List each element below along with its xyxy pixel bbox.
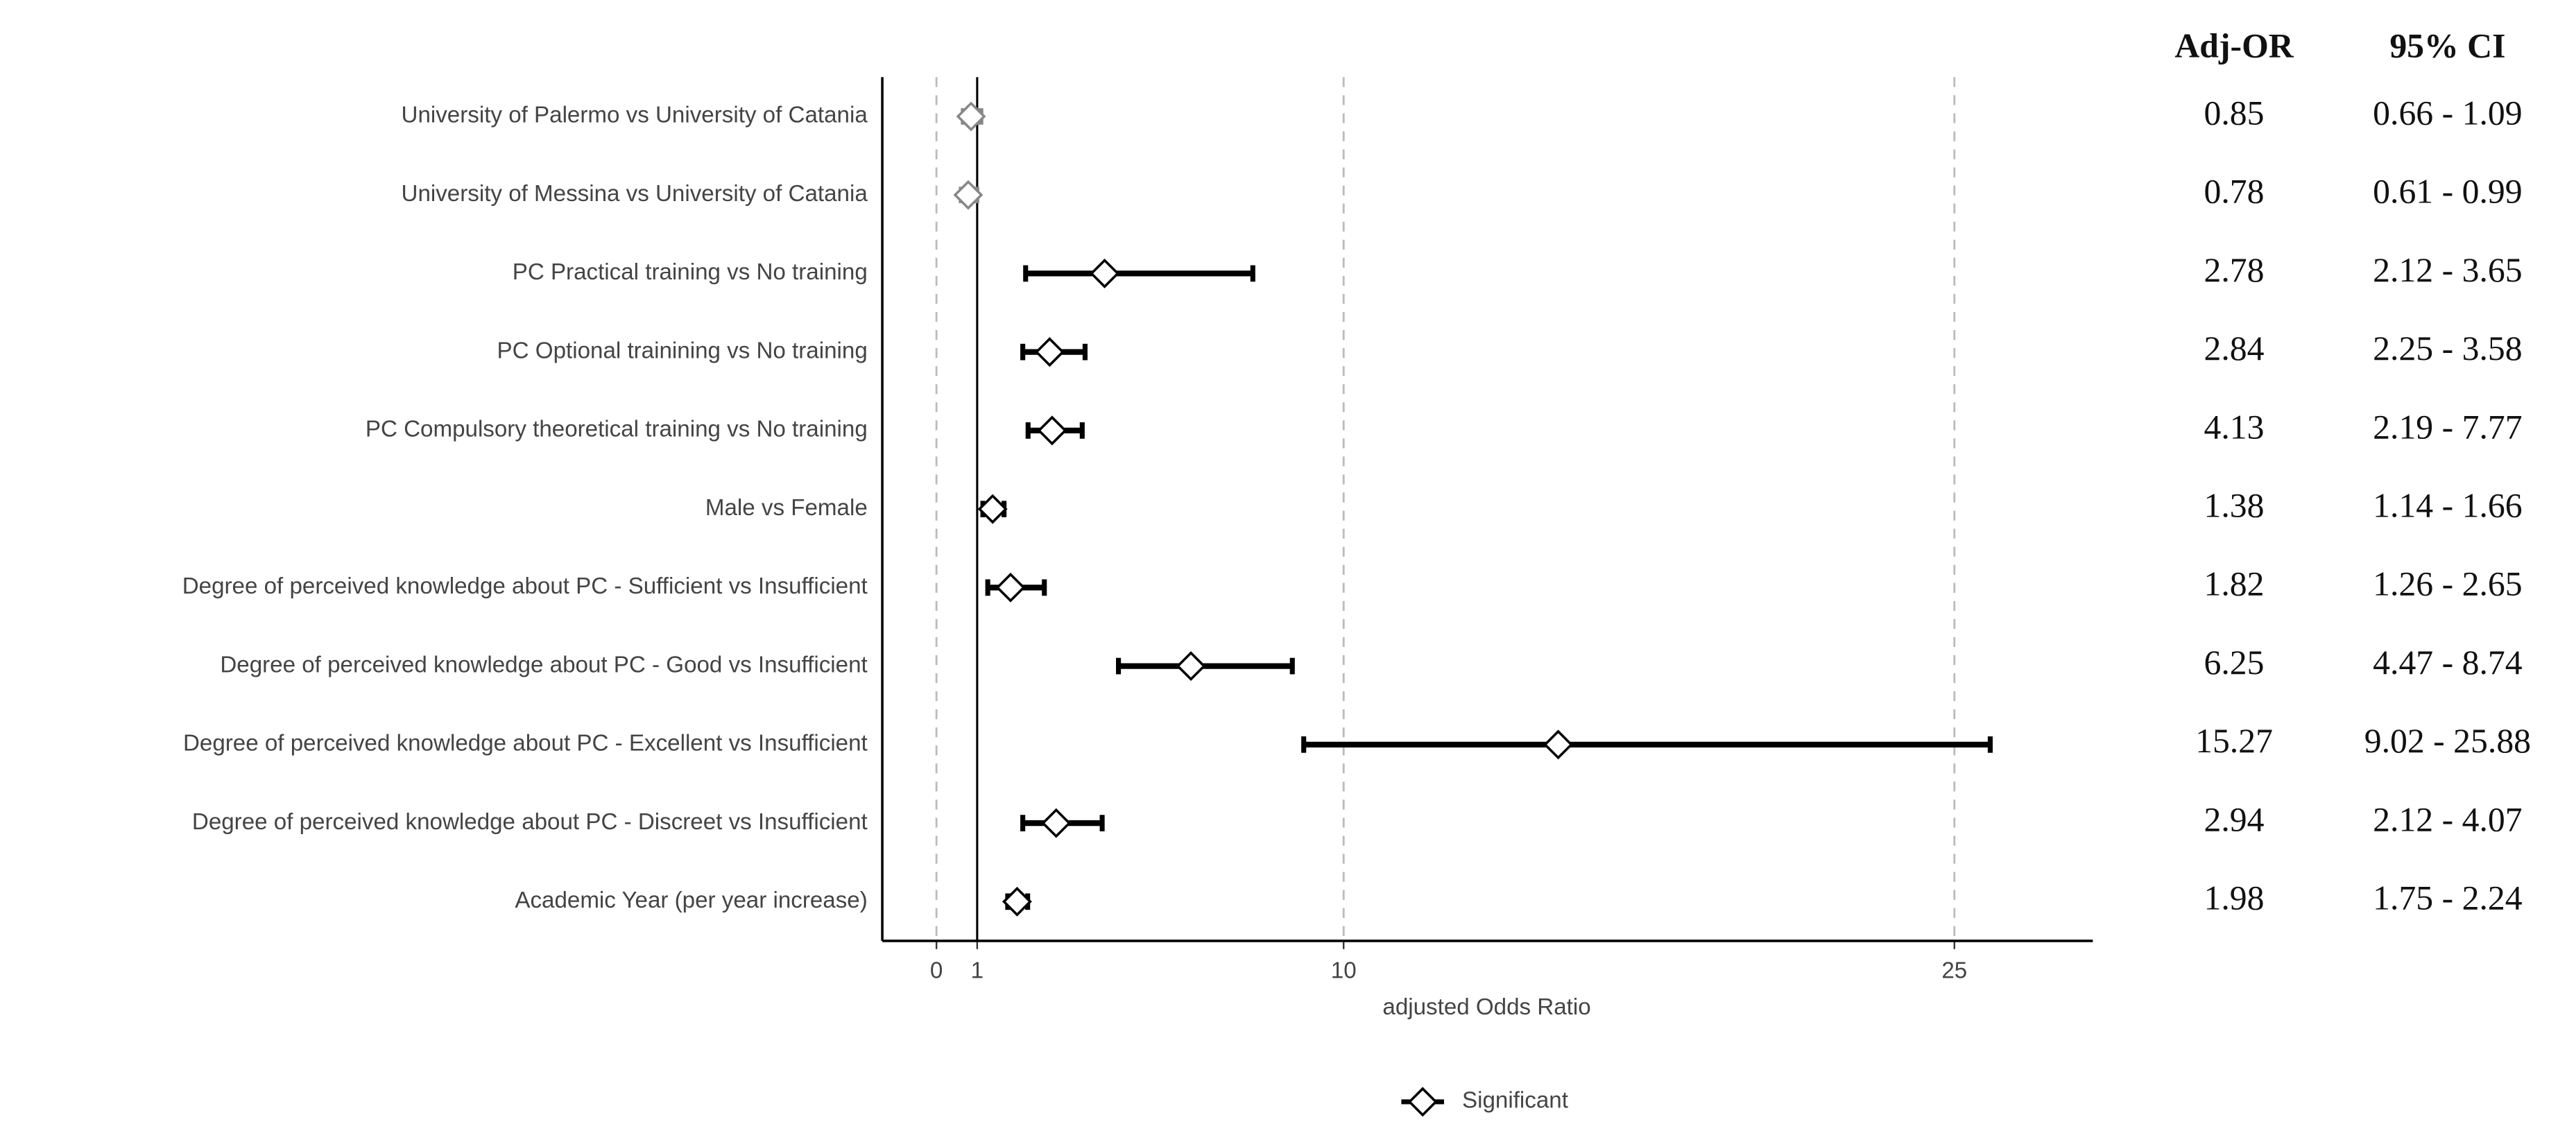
point bbox=[953, 180, 984, 210]
point bbox=[1176, 651, 1206, 682]
point bbox=[1034, 337, 1065, 367]
point bbox=[1543, 729, 1574, 760]
point bbox=[1037, 415, 1067, 446]
table-cell: 2.12 - 3.65 bbox=[2373, 251, 2522, 289]
table-cell: 15.27 bbox=[2195, 722, 2273, 760]
point bbox=[1002, 886, 1032, 917]
y-tick-label: PC Compulsory theoretical training vs No… bbox=[366, 417, 868, 442]
table-cell: 2.12 - 4.07 bbox=[2373, 800, 2522, 838]
table-cell: 4.13 bbox=[2204, 408, 2265, 446]
point bbox=[1041, 808, 1072, 838]
table-cell: 9.02 - 25.88 bbox=[2364, 722, 2531, 760]
x-axis-title: adjusted Odds Ratio bbox=[1382, 994, 1590, 1020]
y-tick-label: Male vs Female bbox=[705, 495, 868, 521]
table-header: 95% CI bbox=[2389, 26, 2505, 64]
point bbox=[956, 101, 986, 132]
y-tick-label: PC Practical training vs No training bbox=[513, 259, 868, 285]
table-cell: 0.61 - 0.99 bbox=[2373, 173, 2522, 211]
y-tick-label: PC Optional trainining vs No training bbox=[497, 338, 868, 363]
table-cell: 0.85 bbox=[2204, 94, 2265, 132]
point bbox=[977, 494, 1008, 524]
y-tick-label: Degree of perceived knowledge about PC -… bbox=[182, 573, 868, 599]
x-tick-label: 25 bbox=[1941, 958, 1967, 984]
y-tick-label: Academic Year (per year increase) bbox=[515, 888, 867, 913]
y-tick-label: University of Messina vs University of C… bbox=[402, 181, 868, 207]
table-cell: 0.78 bbox=[2204, 173, 2265, 211]
legend-marker bbox=[1407, 1087, 1438, 1117]
table-cell: 1.26 - 2.65 bbox=[2373, 565, 2522, 603]
table-cell: 0.66 - 1.09 bbox=[2373, 94, 2522, 132]
y-tick-label: Degree of perceived knowledge about PC -… bbox=[183, 731, 868, 756]
point bbox=[1090, 258, 1120, 288]
table-cell: 2.94 bbox=[2204, 800, 2265, 838]
x-tick-label: 10 bbox=[1331, 958, 1357, 984]
table-cell: 2.84 bbox=[2204, 329, 2265, 367]
x-tick-label: 0 bbox=[930, 958, 943, 984]
x-tick-label: 1 bbox=[971, 958, 984, 984]
table-cell: 2.19 - 7.77 bbox=[2373, 408, 2522, 446]
y-tick-label: Degree of perceived knowledge about PC -… bbox=[192, 809, 868, 835]
table-cell: 4.47 - 8.74 bbox=[2373, 643, 2523, 682]
point bbox=[995, 572, 1026, 603]
legend-label: Significant bbox=[1462, 1088, 1568, 1114]
table-cell: 1.14 - 1.66 bbox=[2373, 487, 2522, 525]
table-cell: 2.78 bbox=[2204, 251, 2265, 289]
table-cell: 6.25 bbox=[2204, 643, 2265, 682]
table-cell: 1.38 bbox=[2204, 487, 2265, 525]
table-cell: 1.75 - 2.24 bbox=[2373, 879, 2523, 917]
y-tick-label: Degree of perceived knowledge about PC -… bbox=[220, 652, 867, 677]
table-cell: 1.98 bbox=[2204, 879, 2265, 917]
table-cell: 1.82 bbox=[2204, 565, 2265, 603]
table-cell: 2.25 - 3.58 bbox=[2373, 329, 2522, 367]
y-tick-label: University of Palermo vs University of C… bbox=[402, 103, 868, 128]
table-header: Adj-OR bbox=[2174, 26, 2294, 64]
